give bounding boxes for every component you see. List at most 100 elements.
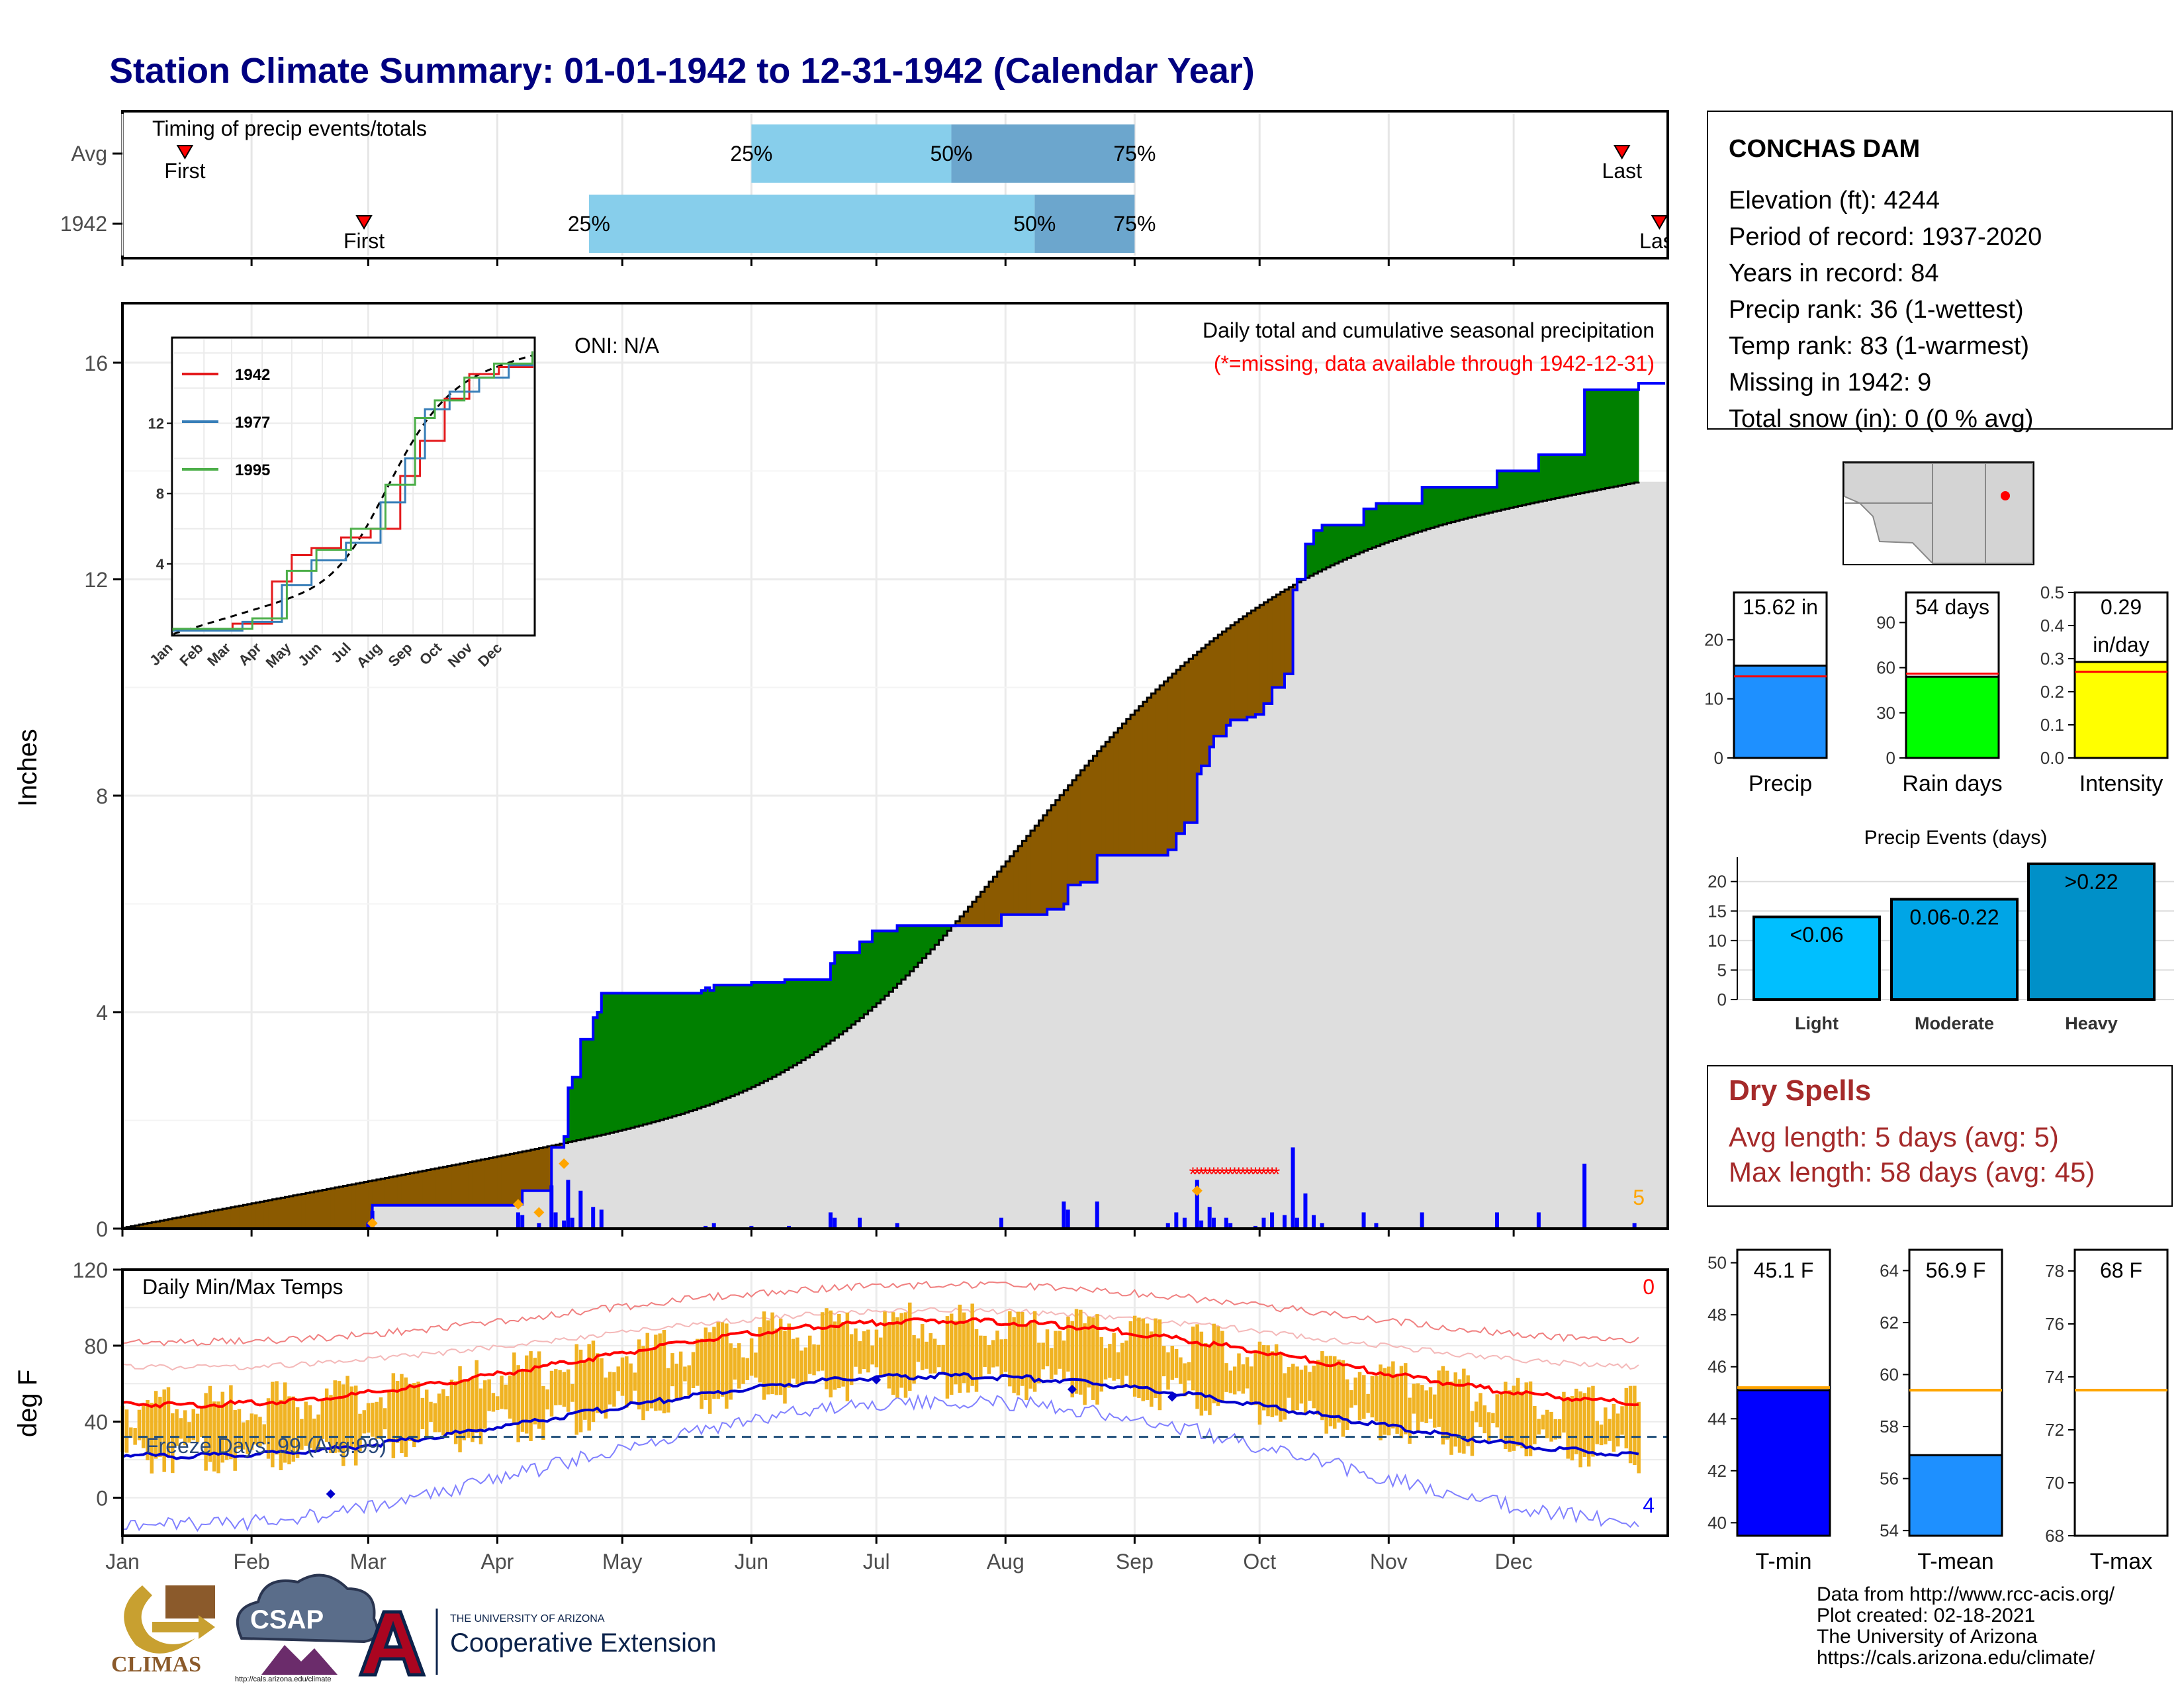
above-avg-fill [1634, 389, 1639, 483]
below-avg-fill [139, 1225, 144, 1229]
daily-temp-range [1028, 1323, 1033, 1389]
below-avg-fill [510, 1154, 515, 1205]
daily-temp-range [937, 1344, 941, 1368]
above-avg-fill [1314, 530, 1318, 574]
above-avg-fill [755, 982, 760, 1086]
daily-temp-range [1154, 1318, 1158, 1398]
temp-bar-tick-label: 78 [2045, 1261, 2064, 1281]
above-avg-fill [1547, 454, 1552, 500]
daily-temp-range [1112, 1333, 1116, 1381]
above-avg-fill [1526, 471, 1531, 504]
daily-temp-range [1533, 1405, 1537, 1444]
temp-bar-label: T-min [1756, 1549, 1812, 1574]
summary-bar-value: 54 days [1915, 595, 1989, 619]
daily-temp-range [903, 1312, 908, 1398]
above-avg-fill [568, 1088, 573, 1143]
daily-temp-range [1216, 1326, 1220, 1406]
temp-bar-tick-label: 68 [2045, 1526, 2064, 1546]
above-avg-fill [835, 953, 840, 1038]
below-avg-fill [1047, 810, 1052, 910]
daily-temp-range [1174, 1348, 1179, 1378]
daily-precip-bar [1312, 1215, 1316, 1229]
daily-precip-bar [537, 1223, 541, 1229]
missing-day-marker: * [1226, 1164, 1234, 1186]
above-avg-fill [1559, 454, 1565, 498]
dry-spells-max: Max length: 58 days (avg: 45) [1729, 1156, 2095, 1188]
daily-temp-range [1012, 1317, 1016, 1393]
below-avg-fill [393, 1176, 398, 1205]
daily-temp-range [666, 1368, 670, 1413]
missing-day-marker: * [1243, 1164, 1251, 1186]
daily-temp-range [175, 1409, 179, 1446]
daily-temp-range [271, 1382, 275, 1468]
timing-label: Timing of precip events/totals [152, 117, 427, 140]
missing-day-marker: * [1235, 1164, 1243, 1186]
daily-temp-range [400, 1374, 404, 1454]
precip-y-tick-label: 8 [96, 784, 108, 808]
daily-temp-range [758, 1327, 762, 1383]
daily-temp-range [183, 1410, 187, 1446]
below-avg-fill [1163, 681, 1169, 855]
dry-spells-avg: Avg length: 5 days (avg: 5) [1729, 1121, 2059, 1152]
temperature-bars: 40 42 44 46 48 50 45.1 F T-min 54 56 58 60 62 64 56.9 … [1707, 1248, 2169, 1574]
below-avg-fill [1080, 770, 1085, 882]
daily-temp-range [1266, 1345, 1270, 1417]
above-avg-fill [693, 993, 698, 1110]
daily-temp-range [1241, 1364, 1246, 1394]
below-avg-fill [226, 1207, 232, 1229]
below-avg-fill [1030, 830, 1035, 915]
daily-temp-range [445, 1396, 449, 1433]
above-avg-fill [793, 979, 798, 1066]
summary-bar-tick-label: 0 [1714, 748, 1723, 768]
daily-temp-range [837, 1313, 841, 1389]
below-avg-fill [984, 886, 989, 926]
daily-temp-range [229, 1385, 233, 1460]
temp-bar-tick-label: 56 [1880, 1469, 1899, 1489]
daily-temp-range [749, 1338, 754, 1376]
above-avg-fill [1359, 525, 1365, 553]
daily-temp-range [200, 1407, 204, 1438]
daily-temp-range [1457, 1379, 1462, 1453]
daily-temp-range [320, 1401, 325, 1439]
below-avg-fill [530, 1149, 535, 1191]
daily-temp-range [1549, 1411, 1553, 1442]
daily-precip-bar [599, 1209, 604, 1229]
temperature-y-tick-label: 80 [84, 1335, 108, 1358]
below-avg-fill [218, 1209, 223, 1229]
timing-box-upper [1034, 195, 1135, 253]
below-avg-fill [405, 1174, 410, 1205]
above-avg-fill [909, 925, 915, 972]
precip-y-tick-label: 0 [96, 1217, 108, 1241]
daily-temp-range [333, 1380, 337, 1453]
daily-temp-range [491, 1393, 496, 1412]
above-avg-fill [1492, 487, 1498, 512]
below-avg-fill [1034, 825, 1040, 915]
daily-temp-range [1262, 1344, 1266, 1411]
above-avg-fill [797, 979, 802, 1063]
credit-line: Plot created: 02-18-2021 [1817, 1605, 2035, 1626]
daily-temp-range [524, 1355, 529, 1434]
daily-temp-range [783, 1331, 787, 1404]
below-avg-fill [410, 1173, 415, 1205]
daily-temp-range [1041, 1342, 1045, 1370]
above-avg-fill [826, 979, 831, 1044]
ua-small-text: THE UNIVERSITY OF ARIZONA [450, 1613, 605, 1624]
below-avg-fill [443, 1166, 448, 1205]
below-avg-fill [172, 1218, 177, 1229]
daily-precip-bar [553, 1212, 558, 1229]
events-bar-value: >0.22 [2065, 870, 2118, 894]
ua-logo: THE UNIVERSITY OF ARIZONA Cooperative Ex… [358, 1609, 716, 1677]
daily-temp-range [562, 1372, 567, 1407]
above-avg-fill [1334, 525, 1340, 564]
below-avg-fill [210, 1211, 215, 1229]
daily-temp-range [1433, 1394, 1437, 1428]
daily-temp-range [412, 1383, 416, 1448]
above-avg-fill [1626, 389, 1631, 485]
above-avg-fill [1614, 389, 1619, 487]
above-avg-fill [730, 985, 735, 1096]
daily-temp-range [591, 1340, 596, 1423]
daily-temp-range [729, 1343, 733, 1400]
timing-first-marker [355, 215, 373, 230]
above-avg-fill [1463, 487, 1469, 519]
below-avg-fill [1084, 765, 1089, 882]
